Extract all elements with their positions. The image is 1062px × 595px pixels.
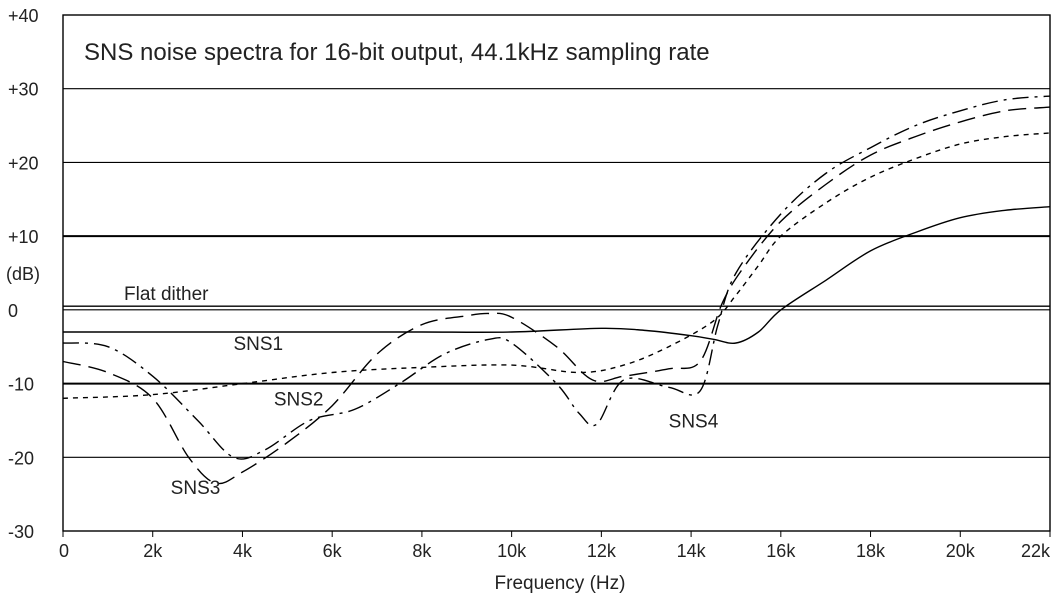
x-tick-label: 4k bbox=[233, 541, 253, 561]
series-line-sns2 bbox=[62, 132, 1051, 399]
y-tick-label: -20 bbox=[8, 448, 34, 468]
x-tick-label: 12k bbox=[587, 541, 617, 561]
series-label-sns4: SNS4 bbox=[669, 411, 719, 432]
series-layer bbox=[62, 95, 1051, 485]
x-tick-label: 2k bbox=[143, 541, 163, 561]
x-tick-label: 20k bbox=[946, 541, 976, 561]
series-line-sns4 bbox=[62, 95, 1051, 460]
x-axis-label: Frequency (Hz) bbox=[495, 573, 626, 594]
y-axis-ticks: +40 +30 +20 +10 0 -10 -20 -30 bbox=[8, 6, 39, 542]
y-tick-label: 0 bbox=[8, 301, 18, 321]
series-label-sns1: SNS1 bbox=[233, 334, 283, 355]
x-tick-label: 16k bbox=[766, 541, 796, 561]
y-tick-label: +10 bbox=[8, 227, 39, 247]
x-tick-label: 6k bbox=[323, 541, 343, 561]
x-tick-label: 22k bbox=[1021, 541, 1051, 561]
title-background bbox=[64, 16, 894, 88]
x-tick-label: 8k bbox=[412, 541, 432, 561]
y-tick-label: +30 bbox=[8, 80, 39, 100]
y-axis-label: (dB) bbox=[6, 264, 40, 284]
y-tick-label: +20 bbox=[8, 153, 39, 173]
plot-frame bbox=[62, 14, 1051, 532]
chart-title: SNS noise spectra for 16-bit output, 44.… bbox=[84, 39, 710, 66]
y-tick-label: +40 bbox=[8, 6, 39, 26]
x-axis-ticks: 0 2k 4k 6k 8k 10k 12k 14k 16k 18k 20k 22k bbox=[59, 531, 1051, 561]
series-label-sns2: SNS2 bbox=[274, 389, 324, 410]
series-label-sns3: SNS3 bbox=[171, 478, 221, 499]
x-tick-label: 10k bbox=[497, 541, 527, 561]
x-tick-label: 18k bbox=[856, 541, 886, 561]
flat-dither-label: Flat dither bbox=[124, 284, 209, 305]
series-line-sns1 bbox=[63, 206, 1051, 344]
y-tick-label: -30 bbox=[8, 522, 34, 542]
grid-lines bbox=[63, 88, 1050, 458]
annotation-layer: SNS1 SNS2 SNS3 SNS4 bbox=[171, 334, 719, 499]
x-tick-label: 14k bbox=[677, 541, 707, 561]
series-line-sns3 bbox=[62, 106, 1051, 485]
x-tick-label: 0 bbox=[59, 541, 69, 561]
y-tick-label: -10 bbox=[8, 375, 34, 395]
